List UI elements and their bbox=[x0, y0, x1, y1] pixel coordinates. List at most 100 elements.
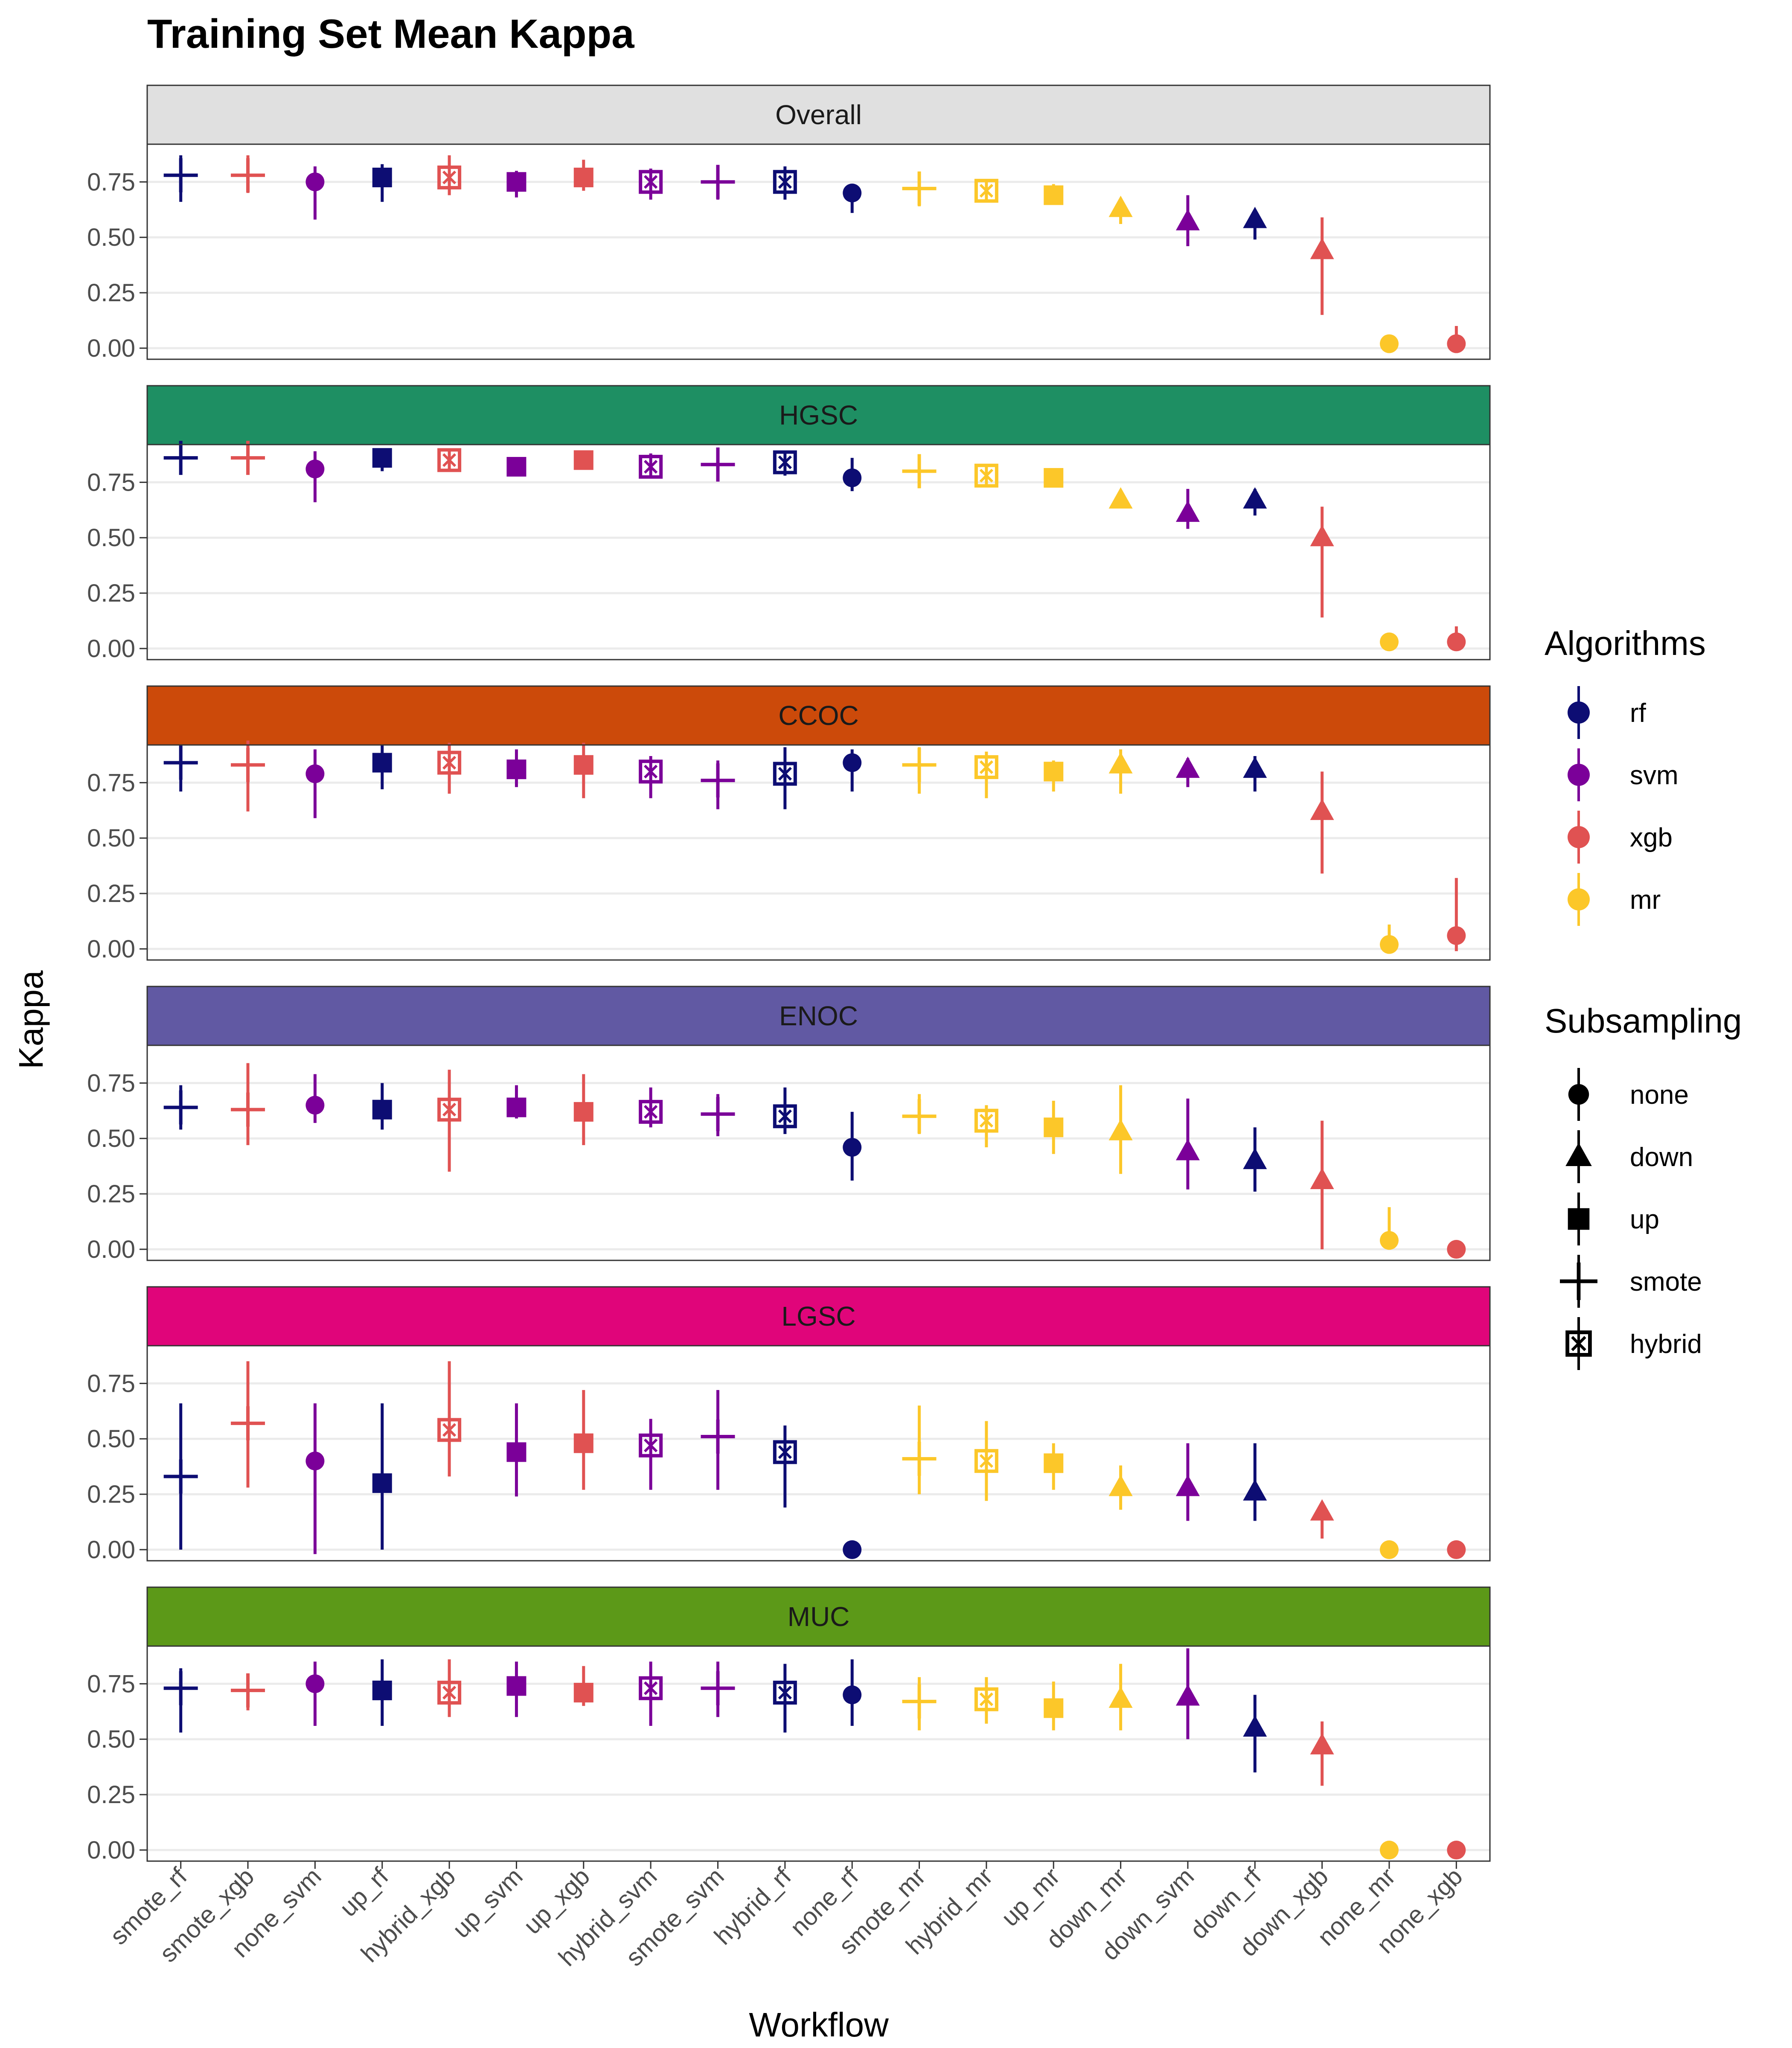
point-overall-smote_rf bbox=[163, 158, 198, 192]
legend-key-smote bbox=[1560, 1263, 1597, 1300]
point-lgsc-smote_xgb bbox=[231, 1406, 265, 1440]
point-lgsc-none_rf bbox=[843, 1540, 862, 1559]
point-enoc-down_mr bbox=[1108, 1119, 1133, 1140]
point-lgsc-hybrid_xgb bbox=[437, 1418, 462, 1442]
point-lgsc-down_svm bbox=[1175, 1475, 1200, 1496]
point-overall-up_svm bbox=[506, 172, 527, 192]
point-muc-hybrid_xgb bbox=[437, 1681, 462, 1705]
point-lgsc-none_mr bbox=[1379, 1540, 1399, 1559]
y-tick-label: 0.25 bbox=[87, 1781, 135, 1809]
panel-background bbox=[147, 745, 1490, 960]
point-overall-down_svm bbox=[1175, 209, 1200, 230]
point-ccoc-none_svm bbox=[305, 764, 325, 783]
point-hgsc-hybrid_svm bbox=[639, 454, 663, 479]
point-overall-none_mr bbox=[1379, 334, 1399, 353]
point-hgsc-none_svm bbox=[305, 460, 325, 479]
point-enoc-smote_rf bbox=[163, 1090, 198, 1125]
point-hgsc-up_rf bbox=[372, 448, 392, 468]
point-overall-none_xgb bbox=[1447, 334, 1466, 353]
point-muc-none_mr bbox=[1379, 1841, 1399, 1860]
point-enoc-none_rf bbox=[843, 1138, 862, 1157]
strip-ccoc bbox=[146, 685, 1491, 746]
point-overall-hybrid_rf bbox=[773, 170, 797, 194]
strip-label: CCOC bbox=[778, 700, 858, 731]
point-enoc-up_svm bbox=[506, 1097, 527, 1117]
panel-enoc: ENOC 0.00 0.25 0.50 0.75 bbox=[87, 986, 1491, 1263]
y-tick-label: 0.50 bbox=[87, 824, 135, 852]
x-axis-title: Workflow bbox=[749, 2006, 889, 2044]
point-lgsc-down_mr bbox=[1108, 1475, 1133, 1496]
point-overall-none_rf bbox=[843, 183, 862, 203]
panel-background bbox=[147, 144, 1490, 359]
legend-label-hybrid: hybrid bbox=[1630, 1329, 1702, 1359]
panel-hgsc: HGSC 0.00 0.25 0.50 0.75 bbox=[87, 385, 1491, 663]
point-hgsc-none_mr bbox=[1379, 632, 1399, 652]
y-tick-label: 0.50 bbox=[87, 1125, 135, 1152]
strip-overall bbox=[146, 84, 1491, 145]
point-ccoc-none_rf bbox=[843, 753, 862, 772]
y-tick-label: 0.00 bbox=[87, 1836, 135, 1864]
point-hgsc-hybrid_mr bbox=[974, 463, 998, 488]
x-tick-label: up_svm bbox=[447, 1862, 528, 1943]
point-muc-smote_mr bbox=[902, 1684, 937, 1719]
point-ccoc-none_xgb bbox=[1447, 926, 1466, 945]
point-lgsc-none_xgb bbox=[1447, 1540, 1466, 1559]
y-axis-title: Kappa bbox=[12, 970, 50, 1069]
point-enoc-down_xgb bbox=[1310, 1167, 1334, 1189]
point-ccoc-none_mr bbox=[1379, 935, 1399, 954]
legend-key-mr bbox=[1568, 888, 1590, 911]
point-muc-up_rf bbox=[372, 1680, 392, 1700]
panel-muc: MUC 0.00 0.25 0.50 0.75 bbox=[87, 1586, 1491, 1864]
panel-border bbox=[146, 1044, 1491, 1261]
point-overall-down_xgb bbox=[1310, 238, 1334, 259]
strip-label: LGSC bbox=[781, 1301, 855, 1332]
y-tick-label: 0.50 bbox=[87, 524, 135, 552]
point-enoc-none_mr bbox=[1379, 1231, 1399, 1250]
panel-border bbox=[146, 744, 1491, 961]
point-overall-up_xgb bbox=[573, 167, 593, 187]
panel-background bbox=[147, 1346, 1490, 1561]
point-lgsc-smote_mr bbox=[902, 1441, 937, 1476]
strip-label: MUC bbox=[788, 1601, 850, 1632]
strip-hgsc bbox=[146, 385, 1491, 445]
point-overall-down_mr bbox=[1108, 195, 1133, 217]
point-overall-smote_svm bbox=[701, 165, 735, 199]
y-tick-label: 0.75 bbox=[87, 1670, 135, 1698]
point-enoc-up_xgb bbox=[573, 1102, 593, 1122]
point-overall-up_rf bbox=[372, 167, 392, 187]
point-muc-down_mr bbox=[1108, 1686, 1133, 1708]
strip-enoc bbox=[146, 986, 1491, 1046]
point-enoc-up_rf bbox=[372, 1100, 392, 1120]
point-enoc-smote_xgb bbox=[231, 1092, 265, 1127]
y-tick-label: 0.00 bbox=[87, 1536, 135, 1564]
point-ccoc-smote_rf bbox=[163, 745, 198, 780]
point-hgsc-up_svm bbox=[506, 457, 527, 477]
point-ccoc-down_svm bbox=[1175, 756, 1200, 778]
point-overall-smote_xgb bbox=[231, 158, 265, 192]
point-ccoc-down_mr bbox=[1108, 752, 1133, 774]
point-enoc-smote_mr bbox=[902, 1099, 937, 1134]
legend-key-hybrid bbox=[1565, 1330, 1592, 1357]
point-ccoc-up_rf bbox=[372, 753, 392, 773]
y-tick-label: 0.00 bbox=[87, 1236, 135, 1263]
point-muc-up_xgb bbox=[573, 1683, 593, 1703]
y-tick-label: 0.25 bbox=[87, 880, 135, 908]
panel-lgsc: LGSC 0.00 0.25 0.50 0.75 bbox=[87, 1286, 1491, 1564]
panel-background bbox=[147, 1646, 1490, 1861]
point-muc-up_svm bbox=[506, 1676, 527, 1696]
point-muc-smote_rf bbox=[163, 1671, 198, 1705]
panel-background bbox=[147, 1045, 1490, 1260]
point-muc-none_svm bbox=[305, 1674, 325, 1693]
point-muc-none_xgb bbox=[1447, 1841, 1466, 1860]
point-lgsc-down_xgb bbox=[1310, 1499, 1334, 1521]
y-tick-label: 0.75 bbox=[87, 1069, 135, 1097]
point-muc-up_mr bbox=[1044, 1698, 1064, 1718]
point-lgsc-down_rf bbox=[1243, 1479, 1267, 1501]
legend-key-svm bbox=[1568, 764, 1590, 786]
point-hgsc-smote_svm bbox=[701, 447, 735, 482]
y-tick-label: 0.75 bbox=[87, 168, 135, 196]
point-overall-up_mr bbox=[1044, 185, 1064, 205]
point-hgsc-down_mr bbox=[1108, 487, 1133, 509]
point-lgsc-smote_svm bbox=[701, 1420, 735, 1454]
